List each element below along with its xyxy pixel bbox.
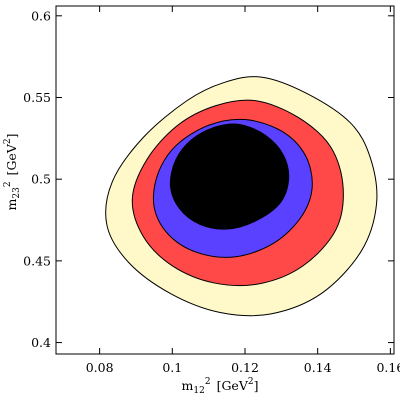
y-axis-label-unit-sup: 2 [3, 138, 13, 144]
x-axis-label-sup: 2 [205, 377, 211, 387]
x-axis-label-unit-close: ] [254, 378, 259, 393]
y-tick-label-1: 0.4 [31, 335, 51, 350]
y-axis-label: m232[GeV2] [3, 134, 22, 211]
y-tick-label-5: 0.6 [31, 8, 51, 23]
y-tick-label-3: 0.5 [31, 172, 51, 187]
contour-regions [105, 76, 378, 317]
y-tick-label-4: 0.55 [23, 90, 51, 105]
y-axis-label-sup: 2 [3, 181, 13, 187]
x-axis-ticks: 0.08 0.1 0.12 0.14 0.16 [86, 6, 400, 375]
y-axis-ticks: 0.4 0.45 0.5 0.55 0.6 [23, 8, 394, 350]
y-axis-label-unit-open: [GeV [4, 143, 19, 175]
x-tick-label-3: 0.12 [231, 360, 259, 375]
y-tick-label-2: 0.45 [23, 253, 51, 268]
x-tick-label-2: 0.1 [162, 360, 182, 375]
y-axis-label-sub: 23 [12, 187, 22, 199]
x-tick-label-1: 0.08 [86, 360, 114, 375]
x-axis-label-unit-open: [GeV [217, 378, 249, 393]
contour-region-4 [169, 123, 290, 230]
x-axis-label-base: m [182, 378, 194, 393]
x-tick-label-5: 0.16 [376, 360, 400, 375]
x-axis-label: m122 [GeV2] [182, 377, 259, 396]
x-axis-label-unit-sup: 2 [248, 377, 254, 387]
plot-frame [55, 5, 395, 355]
x-tick-label-4: 0.14 [304, 360, 332, 375]
x-axis-label-sub: 12 [193, 386, 204, 396]
y-axis-label-base: m [4, 198, 19, 210]
y-axis-label-unit-close: ] [4, 134, 19, 139]
